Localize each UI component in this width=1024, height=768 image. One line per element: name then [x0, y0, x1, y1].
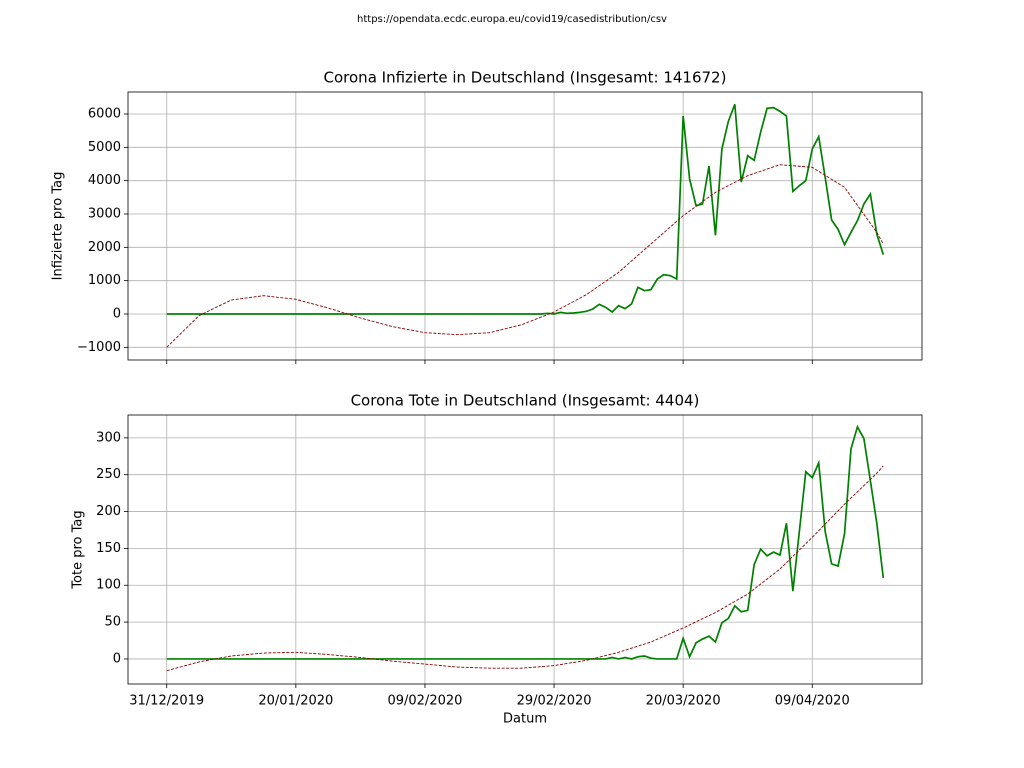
y-axis-label: Tote pro Tag — [71, 510, 86, 589]
x-axis-label: Datum — [503, 712, 547, 727]
x-tick-label: 29/02/2020 — [517, 694, 592, 709]
y-tick-label: 300 — [96, 430, 121, 445]
y-tick-label: 2000 — [88, 240, 121, 255]
data-line — [166, 424, 885, 660]
y-tick-label: 0 — [113, 307, 121, 322]
y-tick-label: 0 — [113, 651, 121, 666]
suptitle: https://opendata.ecdc.europa.eu/covid19/… — [357, 14, 667, 25]
y-tick-label: 4000 — [88, 173, 121, 188]
chart-title: Corona Infizierte in Deutschland (Insges… — [324, 69, 727, 87]
x-tick-label: 20/01/2020 — [258, 694, 333, 709]
y-tick-label: 150 — [96, 541, 121, 556]
data-line — [166, 465, 884, 672]
y-tick-label: 6000 — [88, 107, 121, 122]
y-tick-label: −1000 — [77, 340, 121, 355]
data-line — [166, 164, 884, 348]
data-line — [166, 104, 885, 315]
chart-title: Corona Tote in Deutschland (Insgesamt: 4… — [351, 392, 700, 410]
x-tick-label: 09/02/2020 — [387, 694, 462, 709]
x-tick-label: 31/12/2019 — [129, 694, 204, 709]
y-tick-label: 100 — [96, 578, 121, 593]
y-tick-label: 50 — [104, 615, 121, 630]
y-tick-label: 250 — [96, 467, 121, 482]
x-tick-label: 20/03/2020 — [646, 694, 721, 709]
y-tick-label: 200 — [96, 504, 121, 519]
x-tick-label: 09/04/2020 — [775, 694, 850, 709]
axes-frame — [127, 414, 923, 685]
y-tick-label: 5000 — [88, 140, 121, 155]
y-tick-label: 1000 — [88, 273, 121, 288]
y-tick-label: 3000 — [88, 207, 121, 222]
axes-frame — [127, 91, 923, 361]
y-axis-label: Infizierte pro Tag — [51, 172, 66, 281]
